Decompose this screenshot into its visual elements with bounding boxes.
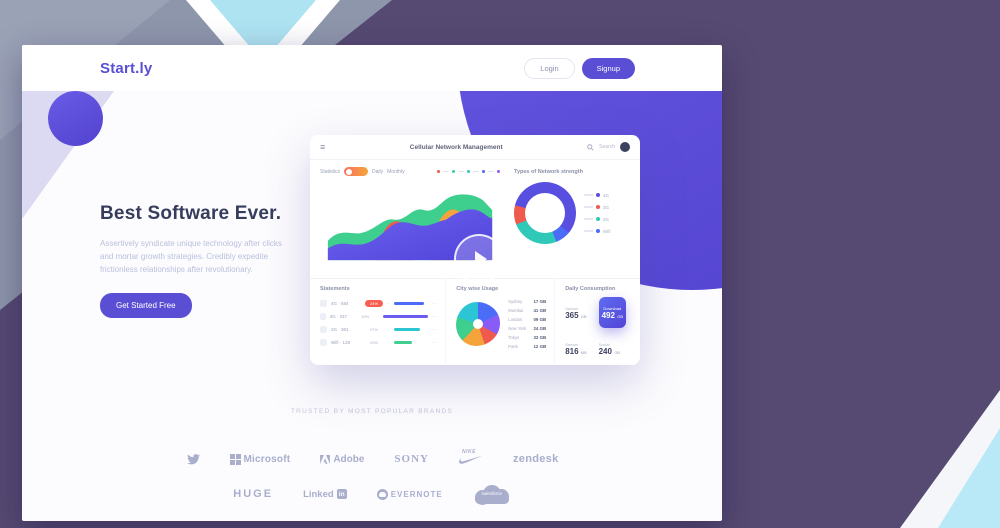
play-icon: [475, 251, 487, 267]
zendesk-logo: zendesk: [512, 453, 559, 465]
statement-row[interactable]: 2G · 361 07% – ⋯: [320, 323, 437, 336]
statements-title: Statements: [320, 286, 350, 292]
linkedin-logo: Linked in: [303, 489, 347, 500]
city-usage-title: City wise Usage: [456, 286, 499, 292]
row-more-icon[interactable]: ⋯: [432, 313, 438, 320]
play-button[interactable]: [454, 234, 504, 284]
menu-icon[interactable]: ≡: [320, 142, 326, 152]
microsoft-logo: Microsoft: [229, 453, 291, 465]
get-started-button[interactable]: Get Started Free: [100, 292, 192, 318]
login-button[interactable]: Login: [524, 57, 575, 79]
dashboard-titlebar: ≡ Cellular Network Management Search: [310, 135, 640, 160]
huge-logo: HUGE: [233, 488, 274, 500]
statistics-panel: Statistics Daily Monthly: [310, 160, 508, 284]
daily-stat-highlight: Download 492 GB: [598, 297, 626, 328]
nav-buttons: Login Signup: [524, 57, 635, 79]
dashboard-card: ≡ Cellular Network Management Search Sta…: [310, 135, 640, 365]
chart-legend: [437, 170, 504, 173]
statements-panel: Statements 4G · 584 24% – ⋯ 3G · 247 19% –…: [310, 279, 445, 364]
search-label: Search: [599, 144, 615, 150]
daily-stat: Upload 365 GB: [565, 305, 587, 320]
brand-logo-row-1: Microsoft Adobe SONY NIKE zendesk: [22, 445, 722, 473]
nike-swoosh-icon: [459, 455, 483, 464]
row-more-icon[interactable]: ⋯: [432, 300, 438, 307]
user-avatar[interactable]: [620, 142, 630, 152]
hero-section: Best Software Ever. Assertively syndicat…: [100, 203, 290, 318]
evernote-logo: EVERNOTE: [376, 488, 443, 500]
twitter-bird-icon: [186, 454, 200, 465]
decor-purple-circle: [48, 91, 103, 146]
statistics-label: Statistics: [320, 168, 341, 175]
brand-logo[interactable]: Start.ly: [100, 59, 153, 77]
city-list: Sydney 17 GB Mumbai 41 GB London 09 GB New …: [508, 299, 547, 349]
adobe-icon: [320, 454, 331, 464]
hero-title: Best Software Ever.: [100, 203, 282, 224]
nike-logo: NIKE: [459, 449, 483, 464]
city-usage-panel: City wise Usage Sydney 17 GB Mumbai 41 GB …: [445, 279, 554, 364]
daily-stat: Stream 816 MB: [565, 341, 587, 356]
evernote-elephant-icon: [376, 488, 388, 500]
signup-button[interactable]: Signup: [581, 57, 635, 79]
adobe-logo: Adobe: [320, 454, 364, 465]
donut-title: Types of Network strength: [514, 169, 583, 175]
trusted-brands-label: TRUSTED BY MOST POPULAR BRANDS: [290, 408, 454, 415]
search-icon[interactable]: [587, 143, 594, 151]
statement-row[interactable]: 3G · 247 19% – ⋯: [320, 310, 437, 323]
microsoft-grid-icon: [229, 453, 241, 465]
statistics-toggle[interactable]: [344, 167, 369, 176]
row-more-icon[interactable]: ⋯: [432, 339, 438, 346]
dashboard-title: Cellular Network Management: [409, 143, 503, 151]
daily-consumption-panel: Daily Consumption Upload 365 GB Download…: [554, 279, 640, 364]
sony-logo: SONY: [394, 453, 429, 465]
daily-stat: Social 240 GB: [598, 341, 620, 356]
toggle-option-daily[interactable]: Daily: [372, 168, 384, 175]
daily-title: Daily Consumption: [565, 286, 616, 292]
twitter-logo: [186, 453, 200, 465]
donut-chart: [514, 182, 576, 244]
salesforce-logo: salesforce: [473, 483, 511, 505]
donut-legend: 4G 3G 2G Wifi: [584, 193, 611, 234]
row-more-icon[interactable]: ⋯: [432, 326, 438, 333]
statement-row[interactable]: Wifi · 128 03% – ⋯: [320, 336, 437, 349]
linkedin-in-icon: in: [336, 489, 347, 499]
landing-page-card: Start.ly Login Signup Best Software Ever…: [22, 45, 722, 521]
network-strength-panel: Types of Network strength 4G 3G 2G Wifi: [508, 160, 640, 278]
hero-description: Assertively syndicate unique technology …: [100, 239, 282, 275]
site-header: Start.ly Login Signup: [22, 45, 722, 91]
area-chart: [320, 181, 504, 284]
brand-logo-row-2: HUGE Linked in EVERNOTE salesforce: [22, 481, 722, 507]
statement-row[interactable]: 4G · 584 24% – ⋯: [320, 297, 437, 310]
toggle-option-monthly[interactable]: Monthly: [387, 168, 405, 175]
city-pie-chart: [456, 302, 501, 346]
